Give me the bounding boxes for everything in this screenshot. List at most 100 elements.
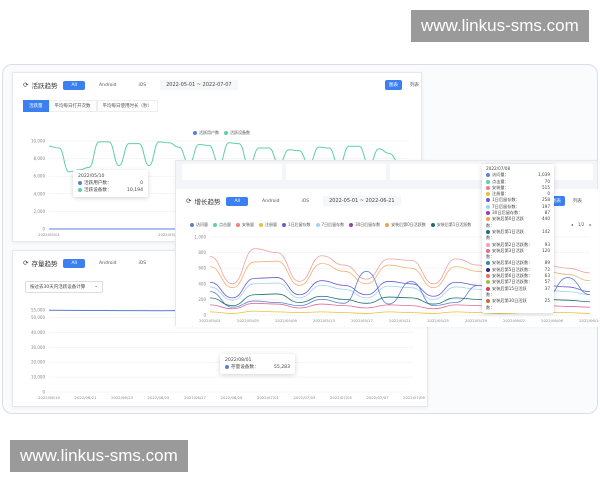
legend-item[interactable]: 7日后留存数 xyxy=(315,222,344,228)
x-tick-label: 2022/05/13 xyxy=(313,318,335,323)
y-tick-label: 2,000 xyxy=(34,209,46,214)
x-tick-label: 2022/06/21 xyxy=(75,395,97,400)
tooltip-row: 访问量： 1,039 xyxy=(486,172,550,178)
tab-avg-opens[interactable]: 平均每日打开次数 xyxy=(48,100,97,112)
stock-tooltip: 2022/08/01 存量设备数： 55,283 xyxy=(220,354,295,375)
y-tick-label: 6,000 xyxy=(34,174,46,179)
legend-item[interactable]: 安装后第0日活跃数 xyxy=(385,222,426,228)
tooltip-row: 安装后第4日活跃数： 89 xyxy=(486,260,550,266)
date-range-picker[interactable]: 2022-05-01 ~ 2022-06-21 xyxy=(323,196,401,206)
growth-title-text: 增长趋势 xyxy=(194,198,221,206)
tooltip-row: 点击量： 70 xyxy=(486,179,550,185)
active-tooltip: 2022/05/10 活跃用户数： 0 活跃设备数： 10,194 xyxy=(73,170,148,198)
tab-active-count[interactable]: 活跃量 xyxy=(23,100,49,112)
platform-ios-button[interactable]: iOS xyxy=(293,196,318,206)
x-tick-label: 2022/06/06 xyxy=(541,318,563,323)
growth-title: ⟳ 增长趋势 xyxy=(186,196,220,206)
growth-legend: 访问量 点击量 安装量 注册量 1日后留存数 7日后留存数 30日后留存数 安装后第0日活跃数… xyxy=(190,222,471,228)
x-tick-label: 2022/06/02 xyxy=(503,318,525,323)
legend-item[interactable]: 访问量 xyxy=(190,222,208,228)
tooltip-row: 安装后第15日活跃数： 37 xyxy=(486,285,550,297)
x-tick-label: 2022/06/25 xyxy=(148,395,170,400)
legend-item[interactable]: 点击量 xyxy=(213,222,231,228)
chevron-right-icon: ▸ xyxy=(589,222,592,227)
tooltip-row: 安装后第0日活跃数： 440 xyxy=(486,216,550,228)
growth-trend-panel: ⟳ 增长趋势 All Android iOS 2022-05-01 ~ 2022-… xyxy=(175,160,599,327)
y-tick-label: 0 xyxy=(203,313,206,318)
date-range-picker[interactable]: 2022-05-01 ~ 2022-07-07 xyxy=(160,80,238,90)
refresh-icon[interactable]: ⟳ xyxy=(186,197,192,205)
x-tick-label: 2022/06/19 xyxy=(38,395,60,400)
y-tick-label: 20,000 xyxy=(31,360,45,365)
refresh-icon[interactable]: ⟳ xyxy=(23,259,29,267)
y-tick-label: 30,000 xyxy=(31,345,45,350)
stock-title: ⟳ 存量趋势 xyxy=(23,258,57,268)
list-view-button[interactable]: 列表 xyxy=(408,80,421,90)
platform-android-button[interactable]: Android xyxy=(91,80,125,90)
chevron-down-icon: ⌄ xyxy=(94,284,98,289)
tooltip-row: 安装量： 515 xyxy=(486,185,550,191)
chart-view-button[interactable]: 图表 xyxy=(548,196,565,206)
x-tick-label: 2022/06/29 xyxy=(221,395,243,400)
x-tick-label: 2022/05/25 xyxy=(427,318,449,323)
x-tick-label: 2022/07/05 xyxy=(330,395,352,400)
legend-item[interactable]: 安装后第1日活跃数 xyxy=(430,222,471,228)
y-tick-label: 1,000 xyxy=(195,235,207,240)
x-tick-label: 2022/06/10 xyxy=(579,318,599,323)
platform-all-button[interactable]: All xyxy=(63,80,86,90)
tooltip-row: 活跃设备数： 10,194 xyxy=(78,187,143,194)
chevron-left-icon: ◂ xyxy=(571,222,574,227)
tooltip-row: 安装后第2日活跃数： 93 xyxy=(486,242,550,248)
y-tick-label: 8,000 xyxy=(34,156,46,161)
growth-tooltip: 2022/07/08 访问量： 1,039 点击量： 70 安装量： 515 注册量： 0 1日后… xyxy=(482,164,554,313)
legend-item[interactable]: 1日后留存数 xyxy=(282,222,311,228)
platform-all-button[interactable]: All xyxy=(226,196,249,206)
legend-item[interactable]: 30日后留存数 xyxy=(349,222,380,228)
x-tick-label: 2022/05/09 xyxy=(275,318,297,323)
x-tick-label: 2022/07/03 xyxy=(294,395,316,400)
chart-view-button[interactable]: 图表 xyxy=(385,80,402,90)
platform-ios-button[interactable]: iOS xyxy=(130,80,155,90)
series-line-active-devices xyxy=(48,141,410,173)
y-tick-label: 10,000 xyxy=(31,375,45,380)
y-tick-label: 40,000 xyxy=(31,330,45,335)
summary-card xyxy=(389,164,490,180)
refresh-icon[interactable]: ⟳ xyxy=(23,81,29,89)
active-title-text: 活跃趋势 xyxy=(31,82,58,90)
tooltip-row: 安装后第3日活跃数： 120 xyxy=(486,247,550,260)
y-tick-label: 0 xyxy=(42,227,45,232)
tooltip-row: 1日后留存数： 258 xyxy=(486,197,550,203)
tooltip-row: 安装后第1日活跃数： 142 xyxy=(486,228,550,241)
platform-android-button[interactable]: Android xyxy=(254,196,288,206)
platform-android-button[interactable]: Android xyxy=(91,258,125,268)
tab-avg-duration[interactable]: 平均每日使用时长（秒） xyxy=(96,100,158,112)
watermark-top: www.linkus-sms.com xyxy=(411,10,589,42)
y-tick-label: 50,000 xyxy=(31,315,45,320)
x-tick-label: 2022/05/01 xyxy=(38,232,60,237)
x-tick-label: 2022/06/23 xyxy=(111,395,133,400)
x-tick-label: 2022/06/27 xyxy=(184,395,206,400)
stock-title-text: 存量趋势 xyxy=(31,260,58,268)
watermark-bottom: www.linkus-sms.com xyxy=(10,440,188,472)
x-tick-label: 2022/05/29 xyxy=(465,318,487,323)
legend-active-devices[interactable]: 活跃设备数 xyxy=(224,130,250,136)
tooltip-row: 安装后第5日活跃数： 72 xyxy=(486,267,550,273)
stock-calc-select[interactable]: 按过去30天内活跃设备计算 ⌄ xyxy=(25,281,103,293)
platform-ios-button[interactable]: iOS xyxy=(130,258,155,268)
platform-all-button[interactable]: All xyxy=(63,258,86,268)
legend-item[interactable]: 安装量 xyxy=(236,222,254,228)
x-tick-label: 2022/05/21 xyxy=(389,318,411,323)
x-tick-label: 2022/05/06 xyxy=(158,232,180,237)
list-view-button[interactable]: 列表 xyxy=(571,196,584,206)
tooltip-row: 7日后留存数： 197 xyxy=(486,204,550,210)
x-tick-label: 2022/05/05 xyxy=(237,318,259,323)
y-tick-label: 200 xyxy=(198,297,206,302)
legend-item[interactable]: 注册量 xyxy=(259,222,277,228)
tooltip-row: 安装后第7日活跃数： 57 xyxy=(486,279,550,285)
legend-pager[interactable]: ◂ 1/2 ▸ xyxy=(571,222,592,227)
tooltip-row: 安装后第30日活跃数： 25 xyxy=(486,298,550,310)
legend-active-users[interactable]: 活跃用户数 xyxy=(193,130,219,136)
summary-card xyxy=(182,164,282,180)
tooltip-row: 存量设备数： 55,283 xyxy=(225,364,290,371)
y-tick-label: 10,000 xyxy=(31,139,45,144)
